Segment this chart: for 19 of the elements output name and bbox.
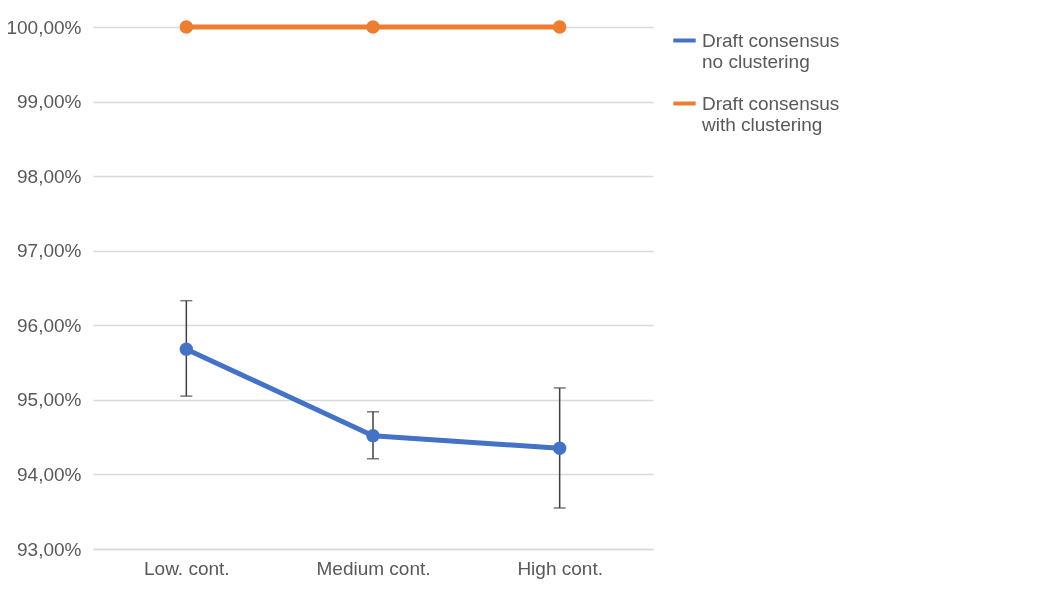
- y-tick-label: 95,00%: [17, 389, 82, 411]
- y-tick-label: 94,00%: [17, 463, 82, 485]
- point: [179, 342, 194, 356]
- y-tick-label: 97,00%: [17, 240, 82, 262]
- point: [552, 20, 567, 34]
- y-tick-label: 99,00%: [17, 91, 82, 113]
- legend-label: Draft consensus no clustering: [702, 29, 840, 72]
- point: [179, 20, 194, 34]
- legend-label: Draft consensus with clustering: [701, 92, 840, 135]
- point: [366, 20, 380, 34]
- x-tick-label: Medium cont.: [316, 557, 431, 579]
- y-tick-label: 100,00%: [6, 16, 82, 38]
- point: [552, 441, 567, 456]
- y-tick-label: 98,00%: [17, 165, 82, 187]
- y-tick-label: 93,00%: [17, 538, 82, 560]
- y-tick-label: 96,00%: [17, 314, 82, 336]
- x-tick-label: Low. cont.: [144, 557, 230, 579]
- point: [366, 428, 380, 443]
- x-tick-label: High cont.: [517, 557, 603, 579]
